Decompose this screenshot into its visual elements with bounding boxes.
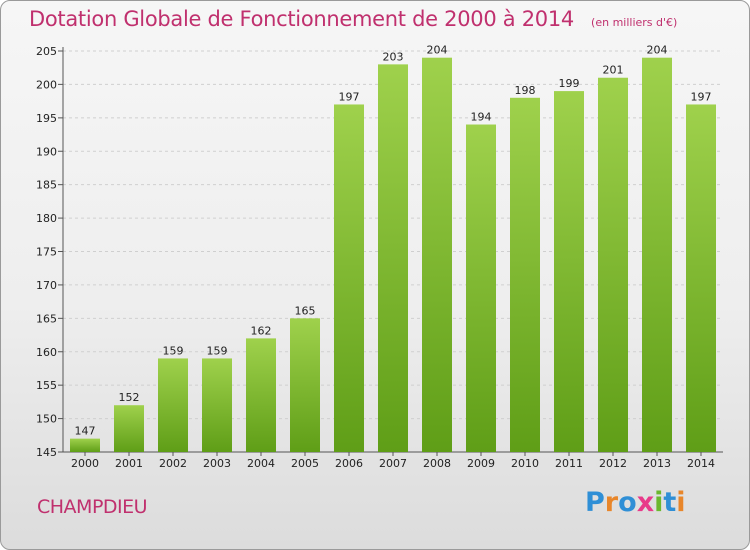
data-label-2008: 204 [427,44,448,57]
logo-letter: i [676,487,686,518]
bar-chart: 145 150 155 160 165 170 175 180 185 190 195 200 205 2… [36,44,723,470]
y-tick-label: 155 [36,379,57,392]
labels: 147 152 159 159 162 165 197 203 204 194 198 199 201 2… [75,44,712,438]
bar-2013 [642,57,672,452]
logo-letter: i [654,487,664,518]
bar-2003 [202,358,232,452]
y-tick-label: 145 [36,446,57,459]
bar-2009 [466,124,496,453]
y-tick-label: 200 [36,78,57,91]
bar-2005 [290,318,320,452]
bar-2004 [246,338,276,452]
x-tick-label: 2004 [247,457,275,470]
bar-2007 [378,64,408,452]
data-label-2014: 197 [691,90,712,103]
y-tick-label: 165 [36,312,57,325]
bar-2000 [70,438,100,452]
data-label-2000: 147 [75,425,96,438]
bar-2011 [554,91,584,452]
chart-title-row: Dotation Globale de Fonctionnement de 20… [29,7,677,31]
y-tick-label: 205 [36,45,57,58]
data-label-2009: 194 [471,111,492,124]
data-label-2004: 162 [251,324,272,337]
x-tick-label: 2006 [335,457,363,470]
logo-letter: r [604,487,619,518]
y-tick-label: 190 [36,145,57,158]
x-tick-label: 2001 [115,457,143,470]
data-label-2002: 159 [163,344,184,357]
bar-2010 [510,97,540,453]
bar-2012 [598,77,628,452]
x-tick-label: 2005 [291,457,319,470]
x-tick-label: 2009 [467,457,495,470]
x-tick-label: 2008 [423,457,451,470]
x-tick-label: 2011 [555,457,583,470]
x-tick-label: 2000 [71,457,99,470]
data-label-2010: 198 [515,84,536,97]
data-label-2011: 199 [559,77,580,90]
y-tick-label: 160 [36,346,57,359]
data-label-2001: 152 [119,391,140,404]
bar-2001 [114,405,144,452]
data-label-2013: 204 [647,44,668,57]
x-tick-label: 2003 [203,457,231,470]
x-tick-label: 2007 [379,457,407,470]
y-tick-label: 195 [36,112,57,125]
x-tick-label: 2012 [599,457,627,470]
y-tick-label: 175 [36,246,57,259]
data-label-2012: 201 [603,64,624,77]
bar-2002 [158,358,188,452]
data-label-2003: 159 [207,344,228,357]
y-tick-label: 150 [36,413,57,426]
commune-name: CHAMPDIEU [37,496,148,518]
logo-letter: t [663,487,677,518]
data-label-2005: 165 [295,304,316,317]
x-tick-label: 2013 [643,457,671,470]
data-label-2007: 203 [383,50,404,63]
x-tick-label: 2002 [159,457,187,470]
bar-2006 [334,104,364,452]
bar-2014 [686,104,716,452]
chart-title: Dotation Globale de Fonctionnement de 20… [29,7,574,31]
chart-subtitle: (en milliers d'€) [591,16,678,29]
bars [70,57,716,453]
y-tick-label: 180 [36,212,57,225]
logo-letter: o [618,487,637,518]
data-label-2006: 197 [339,90,360,103]
y-tick-label: 185 [36,179,57,192]
x-tick-label: 2014 [687,457,715,470]
bar-2008 [422,57,452,452]
logo-letter: P [585,487,605,518]
x-tick-label: 2010 [511,457,539,470]
logo-letter: x [636,487,655,518]
y-tick-label: 170 [36,279,57,292]
proxiti-logo: Proxiti [585,487,686,518]
